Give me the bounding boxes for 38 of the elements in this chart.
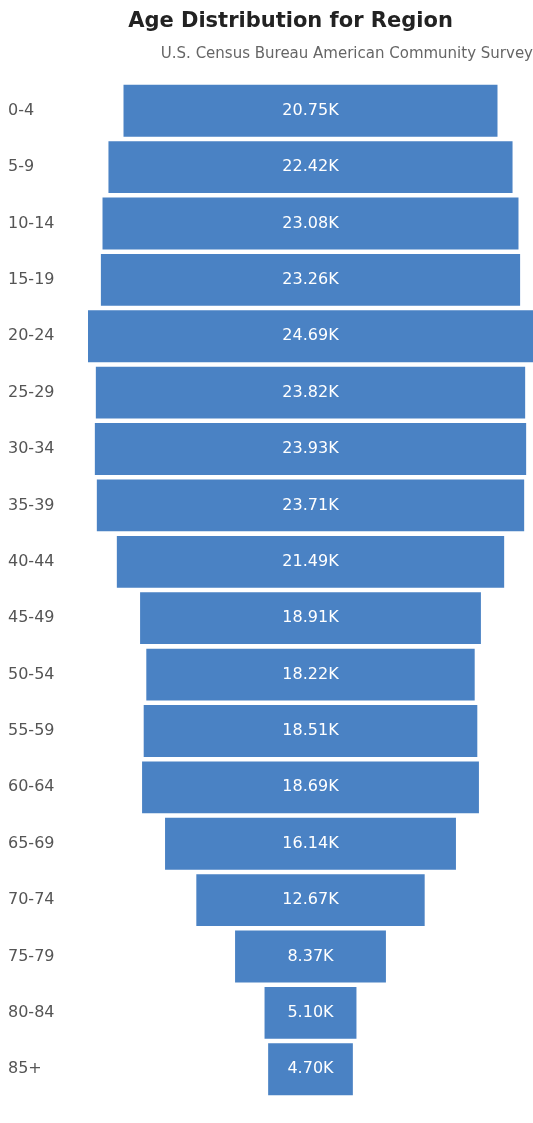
category-label: 15-19 [8, 269, 55, 289]
data-label: 16.14K [282, 832, 340, 852]
data-label: 4.70K [287, 1058, 335, 1078]
category-label: 80-84 [8, 1001, 55, 1021]
category-label: 20-24 [8, 325, 55, 345]
category-label: 60-64 [8, 776, 55, 796]
text: U.S. Census Bureau American Community Survey [159, 44, 533, 62]
category-label: 30-34 [8, 438, 55, 458]
category-label: 70-74 [8, 889, 55, 909]
data-label: 23.26K [282, 269, 340, 289]
category-label: 5-9 [8, 156, 35, 176]
category-label: 35-39 [8, 494, 55, 514]
data-label: 22.42K [282, 156, 340, 176]
category-label: 0-4 [8, 99, 35, 119]
category-label: 45-49 [8, 607, 55, 627]
data-label: 18.69K [282, 776, 340, 796]
data-label: 23.82K [282, 381, 340, 401]
data-label: 20.75K [282, 99, 340, 119]
category-label: 75-79 [8, 945, 55, 965]
category-label: 65-69 [8, 832, 55, 852]
category-label: 40-44 [8, 550, 55, 570]
data-label: 24.69K [282, 325, 340, 345]
category-label: 10-14 [8, 212, 55, 232]
data-label: 23.08K [282, 212, 340, 232]
data-label: 23.93K [282, 438, 340, 458]
data-label: 18.51K [282, 720, 340, 740]
category-label: 25-29 [8, 381, 55, 401]
data-label: 18.91K [282, 607, 340, 627]
category-label: 85+ [8, 1058, 42, 1078]
data-label: 21.49K [282, 550, 340, 570]
category-label: 55-59 [8, 720, 55, 740]
category-label: 50-54 [8, 663, 55, 683]
data-label: 5.10K [287, 1001, 335, 1021]
text: Age Distribution for Region [127, 8, 454, 32]
data-label: 8.37K [287, 945, 335, 965]
data-label: 18.22K [282, 663, 340, 683]
data-label: 12.67K [282, 889, 340, 909]
data-label: 23.71K [282, 494, 340, 514]
